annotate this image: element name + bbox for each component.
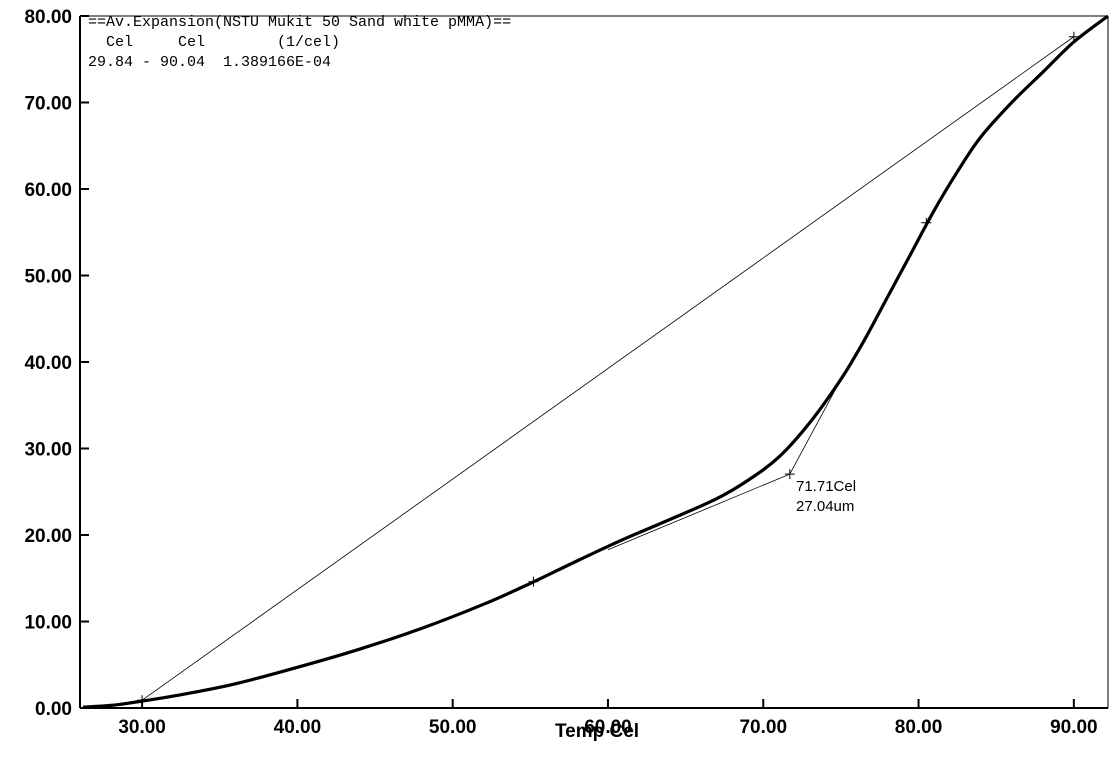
cross-marker <box>1068 31 1079 42</box>
y-tick-label: 50.00 <box>24 267 72 288</box>
x-tick-label: 80.00 <box>895 717 943 738</box>
labels: ==Av.Expansion(NSTU Mukit 50 Sand white … <box>24 7 1097 742</box>
axes <box>79 15 1109 709</box>
reference-line <box>141 36 1075 701</box>
cross-marker <box>528 576 539 587</box>
header-line-1: ==Av.Expansion(NSTU Mukit 50 Sand white … <box>88 14 511 31</box>
header-line-3: 29.84 - 90.04 1.389166E-04 <box>88 54 331 71</box>
y-tick-label: 10.00 <box>24 613 72 634</box>
markers <box>137 31 1079 706</box>
cross-marker <box>921 217 932 228</box>
cross-marker <box>784 469 795 480</box>
x-tick-label: 60.00 <box>584 717 632 738</box>
x-tick-label: 90.00 <box>1050 717 1098 738</box>
x-tick-label: 70.00 <box>739 717 787 738</box>
y-tick-label: 60.00 <box>24 180 72 201</box>
annotation-line-2: 27.04um <box>796 498 854 515</box>
y-tick-label: 0.00 <box>35 699 72 720</box>
reference-lines <box>141 36 1075 701</box>
x-axis-label: Temp Cel <box>555 721 639 742</box>
annotation-line-1: 71.71Cel <box>796 478 856 495</box>
series-layer <box>82 14 1109 709</box>
header-line-2: Cel Cel (1/cel) <box>88 34 340 51</box>
y-tick-label: 20.00 <box>24 526 72 547</box>
x-tick-label: 40.00 <box>274 717 322 738</box>
reference-line <box>789 379 842 475</box>
cross-marker <box>137 695 148 706</box>
reference-line <box>607 473 790 551</box>
x-tick-label: 50.00 <box>429 717 477 738</box>
y-tick-label: 40.00 <box>24 353 72 374</box>
y-tick-label: 30.00 <box>24 440 72 461</box>
x-tick-label: 30.00 <box>118 717 166 738</box>
expansion-curve <box>82 14 1109 709</box>
y-tick-label: 80.00 <box>24 7 72 28</box>
y-tick-label: 70.00 <box>24 94 72 115</box>
